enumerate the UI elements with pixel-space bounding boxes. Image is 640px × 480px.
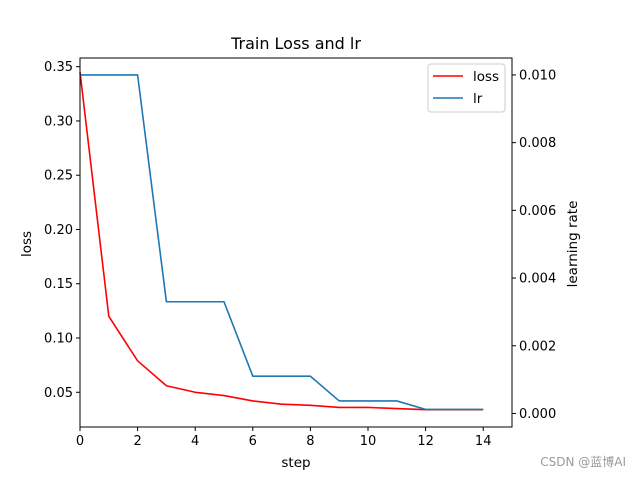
x-tick-label: 6 xyxy=(249,434,257,449)
x-tick-label: 10 xyxy=(360,434,377,449)
y-right-tick-label: 0.006 xyxy=(519,204,556,219)
y-left-tick-label: 0.35 xyxy=(44,60,73,75)
x-axis-label: step xyxy=(281,455,310,471)
y-right-tick-label: 0.000 xyxy=(519,407,556,422)
plot-frame xyxy=(79,57,513,428)
x-tick-label: 2 xyxy=(133,434,141,449)
series-line-loss xyxy=(79,72,484,411)
chart-title: Train Loss and lr xyxy=(230,34,361,53)
x-tick-label: 14 xyxy=(475,434,492,449)
y-left-tick-label: 0.15 xyxy=(44,277,73,292)
legend: loss lr xyxy=(427,63,506,113)
legend-label-loss: loss xyxy=(473,69,499,85)
axes-layer: 0 2 4 6 8 10 12 14 0.05 0.10 0.15 0.20 0.25 0.30 0.35 0… xyxy=(44,57,556,449)
watermark: CSDN @蓝博AI xyxy=(540,455,626,469)
y-right-tick-label: 0.002 xyxy=(519,339,556,354)
y-axis-left-label: loss xyxy=(19,231,35,257)
x-tick-label: 12 xyxy=(417,434,434,449)
series-line-lr xyxy=(80,74,484,411)
y-axis-right-label: learning rate xyxy=(565,201,581,288)
y-left-tick-label: 0.30 xyxy=(44,114,73,129)
series-layer xyxy=(79,72,484,411)
x-tick-label: 4 xyxy=(191,434,199,449)
y-right-tick-label: 0.004 xyxy=(519,272,556,287)
y-right-tick-label: 0.010 xyxy=(519,68,556,83)
y-left-tick-label: 0.25 xyxy=(44,169,73,184)
y-left-tick-label: 0.20 xyxy=(44,223,73,238)
legend-label-lr: lr xyxy=(473,91,483,107)
y-left-tick-label: 0.10 xyxy=(44,332,73,347)
y-right-tick-label: 0.008 xyxy=(519,136,556,151)
y-left-tick-label: 0.05 xyxy=(44,386,73,401)
x-tick-label: 8 xyxy=(306,434,314,449)
x-tick-label: 0 xyxy=(76,434,84,449)
